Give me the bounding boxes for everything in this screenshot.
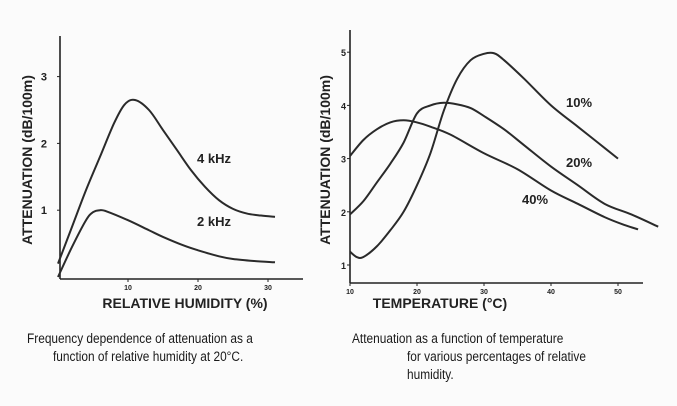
- x-tick-label: 30: [480, 289, 488, 296]
- y-tick-label: 1: [41, 205, 47, 217]
- x-tick-label: 20: [194, 285, 202, 292]
- chart-temperature: 10 20 30 40 50 1 2 3 4 5 TEMPERATURE (°C) ATTENUATI…: [317, 30, 659, 311]
- chart-humidity: 10 20 30 1 2 3 RELATIVE HUMIDITY (%) ATTENUATIO…: [19, 36, 303, 311]
- y-tick-label: 2: [341, 208, 346, 218]
- left-caption-line-1: Frequency dependence of attenuation as a: [27, 331, 253, 346]
- x-axis-title: RELATIVE HUMIDITY (%): [102, 295, 267, 311]
- y-axis-title: ATTENUATION (dB/100m): [317, 75, 333, 245]
- series-label: 20%: [566, 155, 592, 170]
- series-line-10: [349, 51, 619, 260]
- y-tick-label: 2: [41, 138, 47, 150]
- series-line-2khz: [57, 209, 276, 278]
- x-tick-label: 30: [264, 285, 272, 292]
- series-label: 4 kHz: [197, 151, 231, 166]
- right-caption-line-3: humidity.: [407, 367, 454, 382]
- x-tick-label: 10: [346, 289, 354, 296]
- right-caption-line-1: Attenuation as a function of temperature: [352, 331, 564, 346]
- x-tick-label: 10: [124, 285, 132, 292]
- left-caption-line-2: function of relative humidity at 20°C.: [53, 349, 244, 364]
- right-caption-line-2: for various percentages of relative: [407, 349, 586, 364]
- y-tick-label: 5: [341, 48, 346, 58]
- series-line-20: [349, 101, 659, 228]
- y-tick-label: 1: [341, 261, 346, 271]
- series-line-4khz: [57, 98, 276, 264]
- series-label: 10%: [566, 95, 592, 110]
- series-label: 2 kHz: [197, 214, 231, 229]
- x-tick-label: 50: [614, 289, 622, 296]
- series-label: 40%: [522, 192, 548, 207]
- y-tick-label: 3: [341, 155, 346, 165]
- x-tick-label: 20: [413, 289, 421, 296]
- series-line-40: [349, 119, 639, 231]
- y-axis-title: ATTENUATION (dB/100m): [19, 75, 35, 245]
- y-tick-label: 3: [41, 72, 47, 84]
- x-axis-title: TEMPERATURE (°C): [373, 295, 507, 311]
- x-tick-label: 40: [547, 289, 555, 296]
- y-tick-label: 4: [341, 101, 346, 111]
